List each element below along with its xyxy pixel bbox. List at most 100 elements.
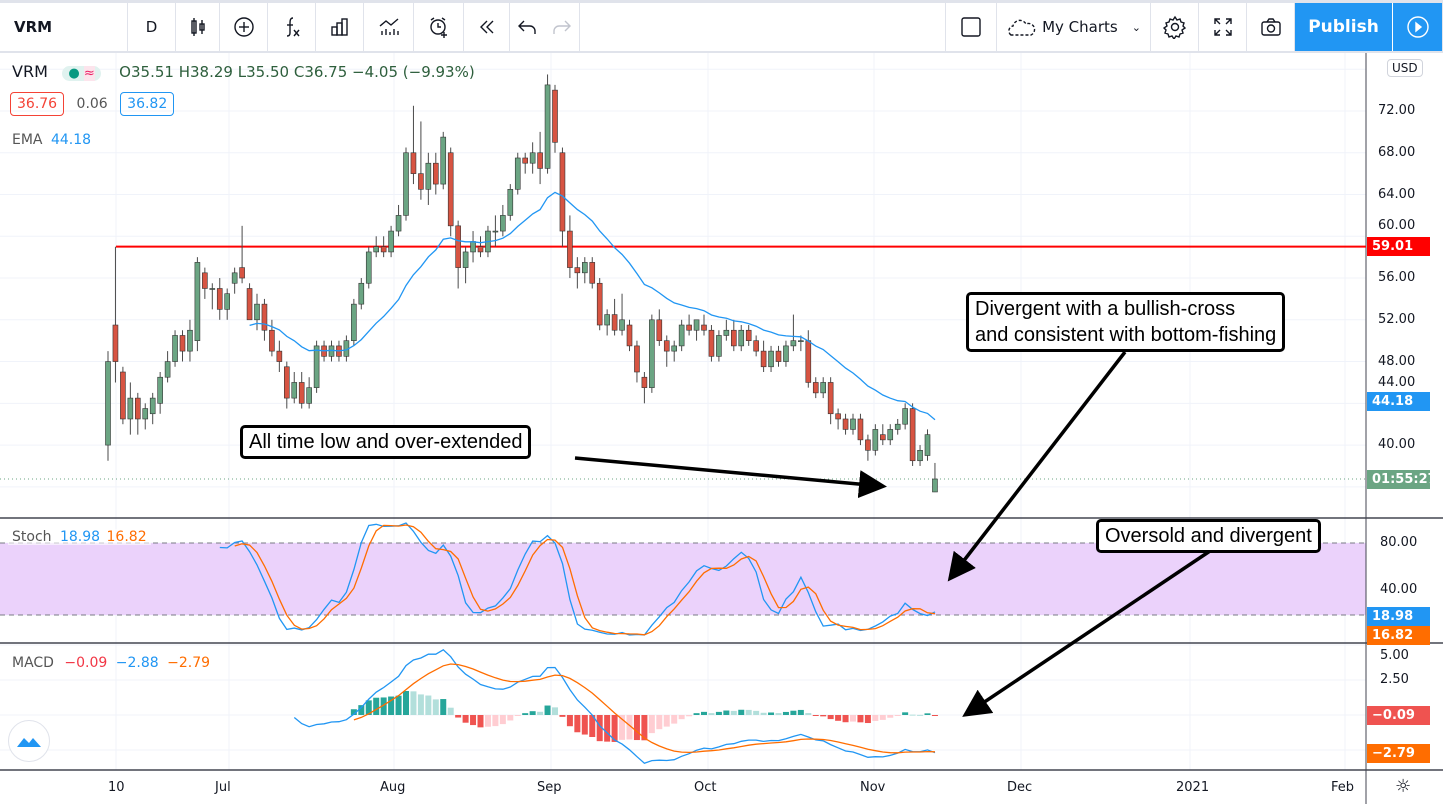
time-axis-label: Dec (1007, 780, 1033, 795)
candle (581, 262, 588, 274)
candle (157, 376, 163, 404)
candle (447, 152, 454, 227)
candle (179, 335, 186, 352)
macd-histogram-bar (477, 715, 484, 728)
candle (745, 329, 752, 341)
candle (246, 288, 253, 321)
macd-histogram-bar (663, 715, 670, 727)
candle (142, 408, 149, 420)
macd-histogram-bar (760, 712, 767, 715)
macd-histogram-bar (827, 715, 834, 720)
select-layout-icon[interactable] (945, 3, 997, 51)
macd-histogram-bar (753, 710, 760, 715)
macd-histogram-bar (350, 709, 357, 715)
candle (894, 423, 901, 430)
candle (693, 319, 700, 331)
annotation-oversold-divergent[interactable]: Oversold and divergent (1096, 519, 1321, 553)
macd-histogram-bar (872, 715, 879, 721)
stoch-d-line (234, 524, 936, 636)
market-status-badge[interactable]: ● ≈ (62, 66, 101, 81)
macd-histogram-bar (373, 697, 380, 715)
candles-icon[interactable] (176, 3, 220, 51)
candle (872, 429, 879, 451)
macd-histogram-bar (864, 715, 871, 724)
price-axis-label: 48.00 (1378, 353, 1416, 369)
macd-histogram-bar (656, 715, 663, 730)
templates-icon[interactable] (316, 3, 364, 51)
candle (857, 418, 864, 441)
price-axis-label: 52.00 (1378, 312, 1416, 327)
fullscreen-icon[interactable] (1199, 3, 1247, 51)
price-axis-label: 72.00 (1378, 103, 1416, 118)
candle (507, 189, 514, 216)
macd-histogram-bar (775, 713, 782, 715)
candle (149, 397, 156, 415)
annotation-all-time-low[interactable]: All time low and over-extended (240, 425, 532, 459)
candle (306, 387, 312, 404)
stoch-d-tag: 16.82 (1367, 626, 1430, 645)
annotation-divergent-bullish-cross[interactable]: Divergent with a bullish-cross and consis… (966, 292, 1286, 352)
candle (105, 361, 111, 446)
alert-icon[interactable] (414, 3, 464, 51)
time-axis-label: Sep (537, 780, 562, 795)
candle (470, 241, 476, 253)
candle (492, 230, 499, 233)
candle (723, 329, 730, 336)
currency-badge[interactable]: USD (1387, 59, 1423, 77)
candle (537, 152, 543, 169)
candle (775, 350, 782, 362)
candle (127, 397, 134, 420)
chart-canvas[interactable] (0, 53, 1443, 804)
candle (455, 225, 461, 268)
undo-icon[interactable] (510, 3, 544, 51)
stoch-label: Stoch (12, 529, 52, 545)
macd-histogram-bar (581, 715, 588, 735)
camera-icon[interactable] (1247, 3, 1295, 51)
candle (269, 329, 275, 352)
macd-histogram-bar (455, 715, 462, 718)
indicators-icon[interactable] (268, 3, 316, 51)
macd-value: −2.88 (115, 655, 159, 671)
macd-histogram-bar (820, 715, 827, 717)
redo-icon[interactable] (544, 3, 580, 51)
candle (500, 215, 506, 232)
candle (865, 439, 871, 451)
symbol-search-button[interactable]: VRM (0, 3, 128, 51)
candle (634, 345, 640, 373)
candle (827, 382, 834, 415)
sell-price-button[interactable]: 36.76 (10, 92, 65, 116)
macd-histogram-bar (648, 715, 655, 734)
play-icon[interactable] (1393, 3, 1443, 51)
macd-hist-value: −0.09 (64, 655, 108, 671)
macd-histogram-bar (447, 707, 454, 715)
gear-icon[interactable] (1151, 3, 1199, 51)
macd-histogram-bar (782, 711, 789, 715)
buy-price-button[interactable]: 36.82 (120, 92, 175, 116)
macd-histogram-bar (395, 695, 402, 715)
candle (656, 319, 663, 341)
candle (820, 382, 827, 394)
macd-histogram-bar (417, 694, 424, 715)
publish-button[interactable]: Publish (1295, 3, 1393, 51)
tradingview-logo[interactable] (8, 720, 50, 762)
add-compare-icon[interactable] (220, 3, 268, 51)
macd-histogram-bar (924, 713, 931, 715)
compare-icon[interactable] (364, 3, 414, 51)
macd-histogram-bar (850, 715, 856, 722)
my-charts-button[interactable]: My Charts ⌄ (997, 3, 1151, 51)
macd-histogram-bar (529, 711, 536, 715)
replay-icon[interactable] (464, 3, 510, 51)
candle (552, 89, 558, 143)
chart-settings-gear-icon[interactable]: ☼ (1395, 776, 1412, 797)
price-axis-label: 44.00 (1378, 375, 1416, 390)
legend-symbol: VRM (12, 62, 48, 81)
candle (678, 324, 685, 347)
candle (902, 408, 908, 425)
macd-histogram-bar (380, 697, 387, 715)
macd-histogram-bar (738, 709, 745, 715)
macd-histogram-bar (887, 715, 894, 718)
macd-histogram-bar (797, 709, 804, 715)
interval-button[interactable]: D (128, 3, 176, 51)
stoch-axis-label: 40.00 (1380, 582, 1418, 597)
price-axis-label: 68.00 (1378, 144, 1416, 160)
